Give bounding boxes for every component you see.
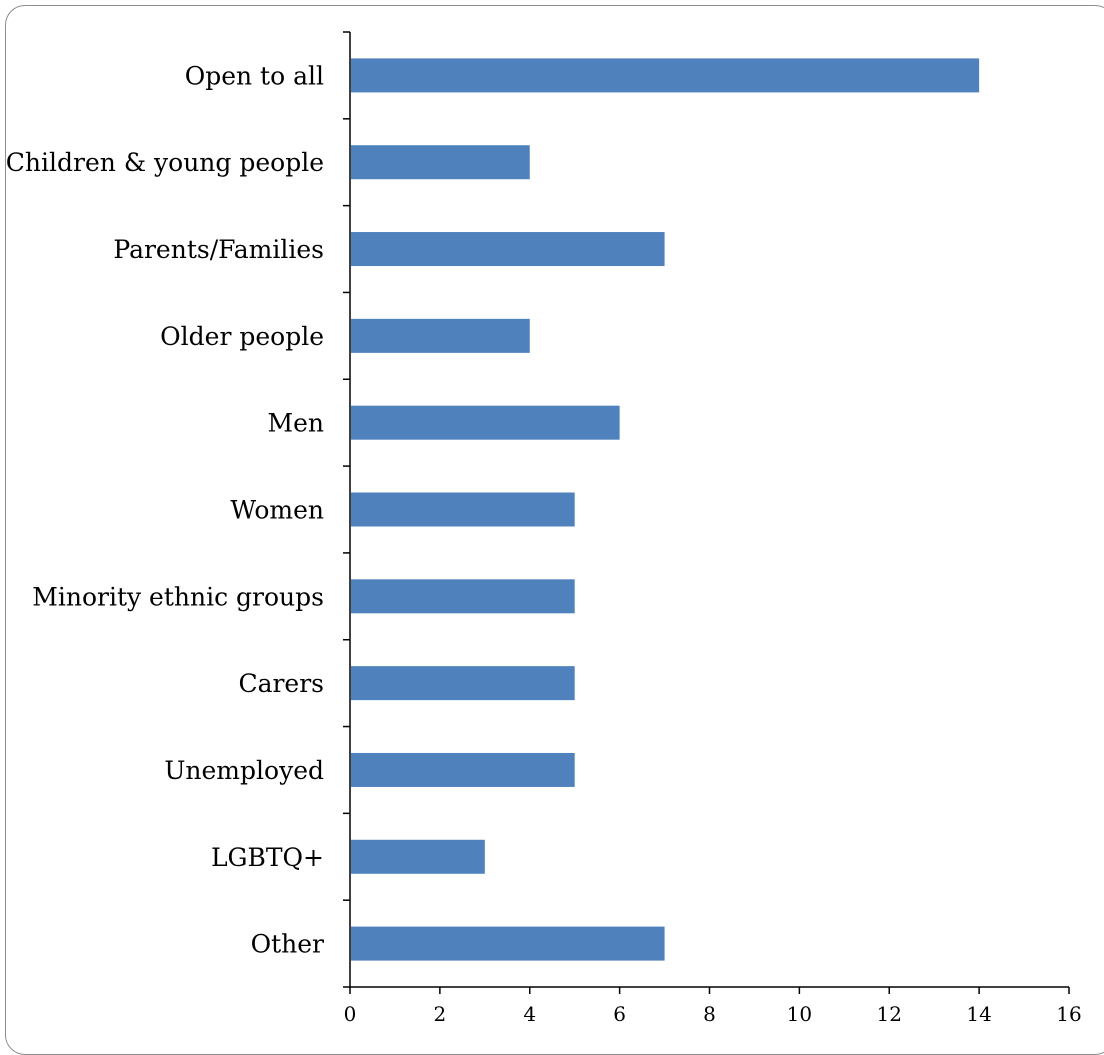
bar bbox=[351, 926, 665, 961]
bar bbox=[351, 145, 530, 180]
x-tick-label: 10 bbox=[787, 1002, 812, 1026]
x-tick-label: 16 bbox=[1056, 1002, 1081, 1026]
x-tick-labels: 0 2 4 6 8 10 12 14 16 bbox=[344, 1002, 1082, 1026]
category-label: Men bbox=[268, 409, 325, 438]
x-ticks-layer bbox=[349, 987, 1070, 994]
category-label: Open to all bbox=[185, 61, 324, 90]
category-label: Older people bbox=[160, 322, 324, 351]
category-label: Children & young people bbox=[6, 148, 324, 177]
category-label: Parents/Families bbox=[113, 235, 324, 264]
category-label: Women bbox=[230, 496, 324, 525]
bar bbox=[351, 752, 575, 787]
bar bbox=[351, 318, 530, 353]
x-tick-label: 0 bbox=[344, 1002, 357, 1026]
category-label: Unemployed bbox=[164, 756, 324, 785]
bar bbox=[351, 492, 575, 527]
chart-frame bbox=[5, 5, 1104, 1055]
bar bbox=[351, 666, 575, 701]
x-tick-label: 14 bbox=[966, 1002, 991, 1026]
x-tick-label: 2 bbox=[434, 1002, 447, 1026]
y-ticks-layer bbox=[343, 31, 350, 988]
bar bbox=[351, 839, 485, 874]
category-label: Carers bbox=[238, 669, 324, 698]
bars-layer bbox=[351, 58, 980, 961]
bar bbox=[351, 579, 575, 614]
category-label: Other bbox=[251, 930, 324, 959]
bar bbox=[351, 232, 665, 267]
x-tick-label: 12 bbox=[877, 1002, 902, 1026]
x-tick-label: 8 bbox=[703, 1002, 716, 1026]
bar bbox=[351, 405, 620, 440]
category-labels: Open to all Children & young people Parent… bbox=[6, 61, 324, 958]
x-tick-label: 4 bbox=[523, 1002, 536, 1026]
category-label: Minority ethnic groups bbox=[32, 582, 324, 611]
x-tick-label: 6 bbox=[613, 1002, 626, 1026]
bar bbox=[351, 58, 980, 93]
category-label: LGBTQ+ bbox=[211, 843, 324, 872]
